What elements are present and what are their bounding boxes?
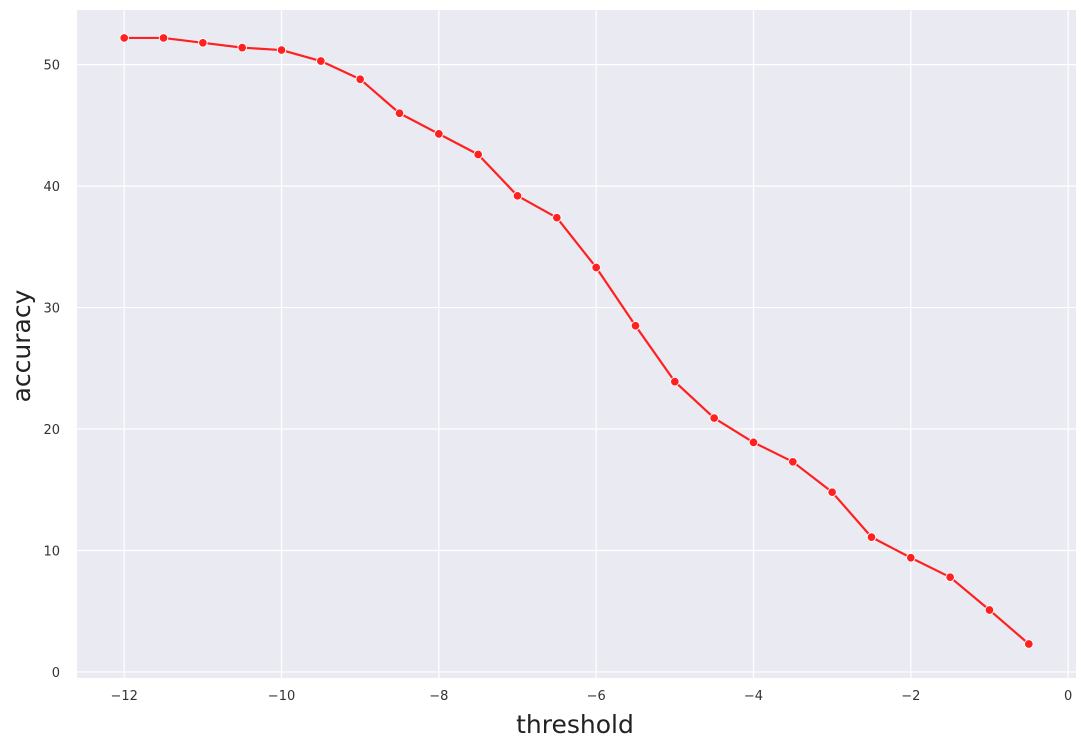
plot-area-background <box>77 10 1076 678</box>
data-point <box>827 487 837 497</box>
y-tick-label: 50 <box>43 59 60 74</box>
data-point <box>237 42 247 53</box>
x-tick-label: −12 <box>110 689 137 704</box>
data-point <box>434 129 444 139</box>
data-point <box>866 532 877 542</box>
data-point <box>316 56 326 66</box>
x-tick-label: −10 <box>268 689 295 704</box>
x-tick-label: −4 <box>744 689 763 704</box>
y-tick-label: 40 <box>43 180 60 195</box>
data-point <box>630 321 641 331</box>
data-point <box>276 45 287 55</box>
y-tick-label: 0 <box>52 666 60 681</box>
data-point <box>552 212 562 223</box>
data-point <box>670 376 680 387</box>
data-point <box>1024 639 1034 649</box>
data-point <box>119 33 129 43</box>
data-point <box>788 457 798 467</box>
data-point <box>984 605 995 615</box>
x-tick-label: 0 <box>1064 689 1072 704</box>
data-point <box>512 191 523 201</box>
y-tick-label: 30 <box>43 302 60 317</box>
x-tick-label: −2 <box>901 689 920 704</box>
y-axis-label: accuracy <box>7 289 36 402</box>
y-tick-label: 10 <box>43 544 60 559</box>
data-point <box>198 38 208 48</box>
grid <box>77 10 1076 678</box>
x-tick-label: −8 <box>429 689 448 704</box>
y-tick-label: 20 <box>43 423 60 438</box>
data-point <box>748 437 759 448</box>
series-line <box>123 36 1030 646</box>
tick-labels: −12 −10 −8 −6 −4 −2 0 0 10 20 30 40 50 <box>43 59 1072 704</box>
series <box>119 33 1034 649</box>
data-point <box>473 149 483 160</box>
x-tick-label: −6 <box>587 689 606 704</box>
data-point <box>906 553 916 563</box>
x-axis-label: threshold <box>516 710 634 739</box>
data-point <box>709 413 719 423</box>
data-point <box>158 33 169 43</box>
data-point <box>591 262 601 273</box>
data-point <box>394 108 405 118</box>
data-point <box>945 572 955 582</box>
data-point <box>355 74 365 84</box>
